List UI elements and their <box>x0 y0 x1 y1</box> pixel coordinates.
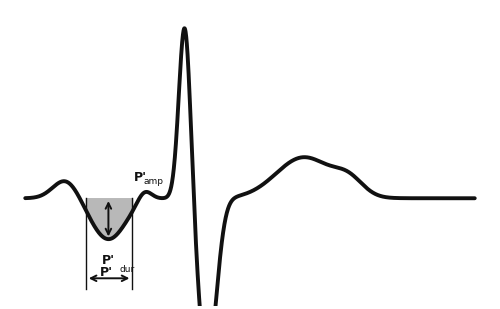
Text: P': P' <box>100 266 112 279</box>
Text: dur: dur <box>120 265 135 274</box>
Text: P': P' <box>134 171 147 184</box>
Text: P': P' <box>102 254 115 267</box>
Text: amp: amp <box>144 177 164 186</box>
